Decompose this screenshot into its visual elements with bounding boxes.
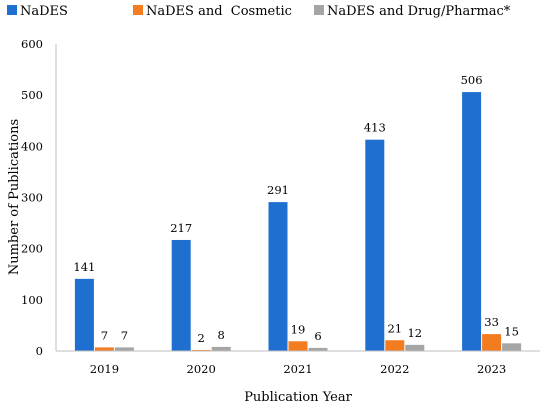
y-axis-title: Number of Publications	[7, 119, 22, 275]
bar	[462, 92, 482, 351]
y-tick-label: 0	[36, 344, 43, 358]
legend-entry: NaDES and Drug/Pharmac*	[327, 4, 511, 19]
data-label: 2	[198, 331, 205, 345]
y-axis-ticks: 0 100 200 300 400 500 600	[21, 37, 43, 358]
legend-swatch	[7, 5, 17, 15]
data-labels: 141 7 7 217 2 8 291 19 6 413 21 12 506 33 15	[73, 73, 518, 345]
bar	[482, 334, 502, 351]
bar	[211, 346, 231, 351]
data-label: 33	[484, 315, 499, 329]
bar	[288, 341, 308, 351]
data-label: 15	[504, 324, 519, 338]
bar	[171, 239, 191, 351]
bar	[365, 139, 385, 351]
data-label: 141	[73, 260, 95, 274]
bar	[502, 343, 522, 351]
legend: NaDES NaDES and Cosmetic NaDES and Drug/Ph…	[7, 4, 511, 19]
legend-swatch	[133, 5, 143, 15]
x-axis-ticks: 2019 2020 2021 2022 2023	[90, 362, 506, 376]
y-tick-label: 500	[21, 88, 43, 102]
legend-entry: NaDES and Cosmetic	[146, 4, 292, 19]
data-label: 6	[314, 329, 321, 343]
legend-entry: NaDES	[20, 4, 68, 19]
x-tick-label: 2020	[187, 362, 216, 376]
data-label: 19	[291, 322, 306, 336]
x-tick-label: 2023	[477, 362, 506, 376]
bar	[94, 347, 114, 351]
data-label: 217	[170, 221, 192, 235]
x-tick-label: 2022	[380, 362, 409, 376]
data-label: 7	[101, 328, 108, 342]
y-tick-label: 400	[21, 139, 43, 153]
data-label: 12	[407, 326, 422, 340]
x-tick-label: 2021	[283, 362, 312, 376]
data-label: 291	[267, 183, 289, 197]
x-axis-title: Publication Year	[244, 390, 352, 405]
legend-swatch	[314, 5, 324, 15]
data-label: 7	[121, 328, 128, 342]
bar	[268, 202, 288, 351]
bars	[74, 92, 522, 351]
bar	[191, 349, 211, 351]
bar	[308, 347, 328, 351]
x-tick-label: 2019	[90, 362, 119, 376]
bar	[114, 347, 134, 351]
bar	[385, 340, 405, 351]
y-tick-label: 300	[21, 191, 43, 205]
bar	[405, 344, 425, 351]
data-label: 8	[218, 328, 225, 342]
y-tick-label: 600	[21, 37, 43, 51]
data-label: 21	[387, 321, 402, 335]
data-label: 506	[461, 73, 483, 87]
y-tick-label: 100	[21, 293, 43, 307]
y-tick-label: 200	[21, 242, 43, 256]
data-label: 413	[364, 121, 386, 135]
bar	[74, 278, 94, 351]
